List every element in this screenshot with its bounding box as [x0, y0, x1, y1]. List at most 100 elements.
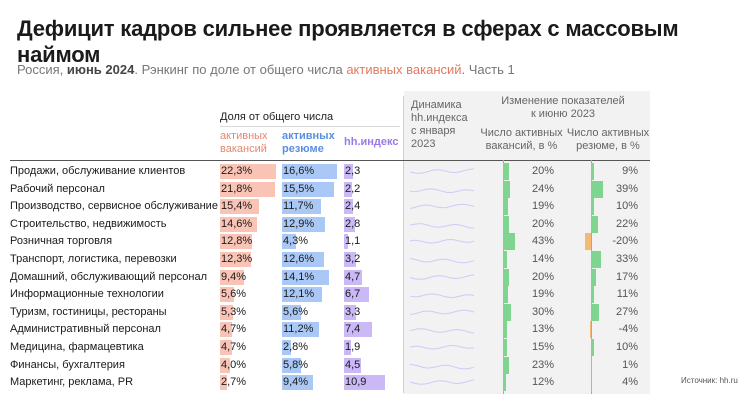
table-row: Строительство, недвижимость 14,6% 12,9% 2,8…: [0, 215, 751, 233]
resumes-share-bar: [282, 322, 320, 338]
row-label: Информационные технологии: [10, 288, 164, 301]
hh-index-sparkline: [410, 258, 475, 264]
resumes-share-bar: [282, 287, 323, 303]
vacancies-share-bar: [220, 269, 244, 285]
vacancies-change-value: 15%: [531, 341, 554, 353]
vacancies-share-bar: [220, 234, 252, 250]
resumes-column-header: активных резюме: [282, 130, 335, 155]
resumes-share-bar: [282, 234, 297, 250]
hh-index-sparkline: [410, 168, 475, 174]
resumes-change-value: 1%: [622, 358, 638, 371]
row-label: Розничная торговля: [10, 235, 113, 248]
resumes-change-value: 10%: [615, 341, 638, 353]
resumes-share-value: 12,1%: [283, 288, 315, 301]
row-label: Туризм, гостиницы, рестораны: [10, 305, 167, 318]
vacancies-change-header: Число активных вакансий, в %: [480, 127, 563, 152]
hh-index-value: 3,2: [345, 253, 361, 265]
hh-index-value: 10,9: [345, 376, 367, 389]
hh-index-value: 1,1: [345, 235, 361, 248]
hh-index-sparkline: [410, 203, 475, 210]
hh-index-value: 6,7: [345, 288, 361, 301]
hh-index-sparkline: [410, 328, 475, 334]
resumes-change-bar: [591, 374, 593, 392]
hh-index-value: 2,2: [345, 182, 361, 195]
hh-index-value: 4,5: [345, 358, 361, 371]
resumes-share-value: 16,6%: [283, 165, 315, 177]
resumes-change-value: 27%: [615, 305, 638, 318]
resumes-share-bar: [282, 252, 324, 267]
vacancies-column-header: активных вакансий: [220, 130, 268, 155]
table-row: Финансы, бухгалтерия 4,0% 5,8% 4,5 23% 1%: [0, 356, 751, 374]
hh-index-value: 2,3: [345, 165, 361, 177]
row-label: Финансы, бухгалтерия: [10, 358, 125, 371]
vacancies-share-value: 4,0%: [221, 358, 247, 371]
resumes-change-bar: [589, 321, 591, 339]
hh-index-sparkline: [410, 187, 475, 193]
row-label: Транспорт, логистика, перевозки: [10, 253, 177, 265]
change-group-header: Изменение показателей к июню 2023: [501, 95, 625, 120]
table-row: Маркетинг, реклама, PR 2,7% 9,4% 10,9 12% 4%: [0, 374, 751, 392]
vacancies-change-value: 20%: [531, 270, 554, 283]
resumes-share-value: 2,8%: [283, 341, 309, 353]
hh-index-bar: [344, 164, 353, 179]
vacancies-change-bar: [503, 268, 509, 286]
table-row: Домашний, обслуживающий персонал 9,4% 14,1…: [0, 268, 751, 286]
hh-index-sparkline: [410, 293, 475, 299]
vacancies-share-value: 22,3%: [221, 165, 253, 177]
vacancies-change-bar: [503, 339, 508, 356]
resumes-change-value: 11%: [616, 288, 638, 301]
vacancies-share-bar: [220, 216, 257, 232]
resumes-change-header: Число активных резюме, в %: [566, 127, 650, 152]
resumes-share-value: 11,7%: [283, 200, 314, 213]
vacancies-change-value: 23%: [531, 358, 554, 371]
resumes-change-bar: [591, 180, 603, 198]
hh-index-bar: [344, 216, 355, 232]
vacancies-change-value: 30%: [531, 305, 554, 318]
vacancies-share-bar: [220, 164, 276, 179]
resumes-change-value: 22%: [615, 217, 638, 230]
hh-index-bar: [344, 181, 353, 197]
vacancies-change-value: 13%: [531, 323, 554, 336]
hh-index-sparkline: [410, 345, 475, 350]
vacancies-change-bar: [503, 233, 515, 251]
hh-index-bar: [344, 199, 353, 215]
vacancies-share-bar: [220, 375, 227, 391]
row-label: Медицина, фармацевтика: [10, 341, 144, 353]
table-row: Информационные технологии 5,6% 12,1% 6,7 19%…: [0, 286, 751, 304]
resumes-change-bar: [591, 303, 600, 321]
resumes-share-value: 11,2%: [283, 323, 314, 336]
hh-index-bar: [344, 322, 372, 338]
vacancies-change-bar: [503, 198, 509, 216]
vacancies-change-bar: [503, 163, 509, 180]
row-label: Маркетинг, реклама, PR: [10, 376, 134, 389]
header-rule: [10, 160, 650, 161]
vacancies-change-value: 19%: [531, 200, 554, 213]
vacancies-change-bar: [503, 286, 509, 304]
hh-index-bar: [344, 269, 362, 285]
group-header-rule: [220, 126, 400, 127]
table-row: Розничная торговля 12,8% 4,3% 1,1 43% -20%: [0, 233, 751, 251]
resumes-share-value: 5,8%: [283, 358, 309, 371]
resumes-share-value: 15,5%: [283, 182, 315, 195]
resumes-share-bar: [282, 304, 301, 320]
resumes-share-bar: [282, 357, 302, 373]
vacancies-change-bar: [503, 374, 507, 392]
resumes-share-value: 4,3%: [283, 235, 309, 248]
resumes-change-bar: [591, 286, 595, 304]
resumes-change-value: 39%: [615, 182, 638, 195]
vacancies-share-value: 12,8%: [221, 235, 253, 248]
row-label: Домашний, обслуживающий персонал: [10, 270, 208, 283]
table-row: Административный персонал 4,7% 11,2% 7,4 13%…: [0, 321, 751, 339]
hh-index-sparkline: [410, 363, 475, 369]
hh-index-sparkline: [410, 379, 475, 385]
resumes-share-value: 9,4%: [283, 376, 309, 389]
resumes-change-bar: [584, 233, 591, 251]
vacancies-share-bar: [220, 181, 275, 197]
source-note: Источник: hh.ru: [681, 376, 738, 385]
chart-subtitle: Россия, июнь 2024. Рэнкинг по доле от об…: [17, 62, 515, 77]
resumes-share-value: 12,9%: [283, 217, 315, 230]
row-label: Административный персонал: [10, 323, 161, 336]
resumes-change-value: 17%: [615, 270, 638, 283]
vacancies-share-value: 12,3%: [221, 253, 253, 265]
vacancies-change-bar: [503, 215, 509, 233]
